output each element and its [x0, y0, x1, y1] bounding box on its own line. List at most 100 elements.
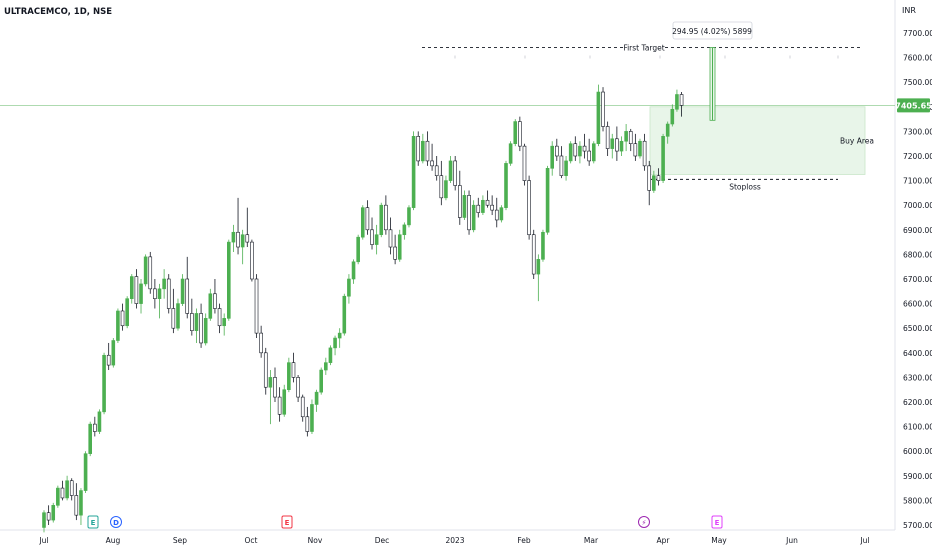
candle-body	[347, 278, 351, 297]
candle-body	[333, 337, 337, 349]
candle-body	[430, 160, 434, 167]
price-tick-label: 7600.00	[903, 54, 932, 63]
candle-body	[213, 293, 217, 309]
candle-body	[615, 138, 619, 152]
candle-body	[129, 276, 134, 299]
price-tick-label: 7000.00	[903, 201, 932, 210]
last-price-layer: 7405.65	[895, 98, 932, 113]
candle-body	[337, 332, 342, 339]
candle-body	[236, 231, 240, 248]
time-tick-label: May	[711, 536, 727, 545]
price-tick-label: 6600.00	[903, 300, 932, 309]
dividend-event-icon	[110, 516, 122, 528]
candle-body	[619, 140, 624, 152]
candle-body	[69, 480, 74, 496]
candle-body	[573, 143, 578, 157]
time-tick-label: Aug	[106, 536, 121, 545]
candle-body	[222, 318, 226, 327]
candle-body	[190, 313, 194, 331]
candle-body	[208, 293, 213, 319]
candle-body	[407, 207, 411, 226]
candle-body	[527, 180, 531, 236]
first-target-label: First Target	[623, 44, 664, 53]
earnings-event-icon	[87, 515, 99, 529]
annotation-layer-back: Buy Area First Target Stoploss	[0, 44, 895, 191]
candle-body	[471, 204, 476, 231]
candle-body	[504, 163, 508, 208]
candle-body	[102, 354, 106, 413]
time-tick-label: Nov	[308, 536, 323, 545]
candle-body	[185, 278, 190, 314]
candle-body	[199, 313, 203, 344]
price-tick-label: 6800.00	[903, 250, 932, 259]
candle-body	[457, 185, 462, 218]
price-tick-label: 5800.00	[903, 496, 932, 505]
earnings-event-icon	[281, 515, 293, 529]
candle-body	[88, 423, 92, 454]
candle-body	[245, 234, 250, 243]
candle-body	[342, 295, 347, 334]
candle-body	[268, 377, 273, 388]
currency-label: INR	[902, 6, 916, 15]
time-tick-label: Jul	[38, 536, 48, 545]
time-tick-label: Oct	[245, 536, 258, 545]
split-event-letter: ⚡	[642, 519, 647, 527]
candle-body	[65, 480, 69, 499]
candle-body	[139, 283, 143, 304]
candle-body	[153, 288, 157, 299]
candle-body	[605, 126, 610, 149]
candle-body	[444, 180, 448, 199]
candle-body	[42, 512, 46, 528]
price-tick-label: 5900.00	[903, 472, 932, 481]
candle-body	[596, 91, 601, 145]
candle-body	[324, 362, 328, 371]
candle-body	[564, 160, 568, 176]
annotation-layer-front: 294.95 (4.02%) 5899	[672, 21, 753, 121]
candle-body	[476, 204, 481, 213]
candle-body	[360, 207, 365, 238]
candle-body	[522, 145, 527, 181]
candle-body	[633, 143, 638, 157]
candle-body	[513, 121, 518, 144]
candle-body	[481, 199, 485, 213]
measure-label: 294.95 (4.02%) 5899	[672, 27, 752, 36]
dividend-event-letter: D	[113, 519, 119, 527]
candle-body	[591, 143, 596, 162]
time-tick-label: Jun	[785, 536, 798, 545]
candle-body	[601, 91, 605, 127]
candle-body	[610, 138, 615, 149]
candle-body	[74, 495, 79, 516]
candle-body	[642, 140, 647, 167]
candle-body	[494, 209, 499, 221]
candle-body	[402, 224, 407, 236]
candle-body	[273, 377, 277, 398]
time-tick-label: Mar	[584, 536, 599, 545]
candle-body	[125, 298, 129, 327]
candle-body	[93, 423, 97, 432]
candle-body	[263, 352, 268, 388]
candle-body	[541, 231, 545, 260]
candle-body	[421, 140, 425, 162]
candle-body	[578, 145, 582, 157]
candle-body	[250, 241, 254, 280]
candle-body	[485, 199, 490, 206]
candle-body	[134, 276, 139, 304]
candle-body	[652, 175, 656, 191]
candle-body	[60, 487, 65, 499]
candle-body	[624, 131, 628, 142]
candle-body	[555, 145, 559, 157]
price-tick-label: 6500.00	[903, 324, 932, 333]
price-tick-label: 6700.00	[903, 275, 932, 284]
candle-body	[254, 278, 259, 334]
candle-body	[120, 310, 125, 327]
candle-body	[425, 140, 430, 162]
time-axis[interactable]: Jul Aug Sep Oct Nov Dec 2023 Feb Mar Apr May Jun Jul	[38, 536, 869, 545]
time-tick-label: Dec	[375, 536, 390, 545]
candle-body	[282, 389, 287, 415]
candle-body	[467, 195, 471, 231]
price-tick-label: 6000.00	[903, 447, 932, 456]
candle-body	[171, 308, 176, 329]
candle-body	[111, 340, 116, 366]
